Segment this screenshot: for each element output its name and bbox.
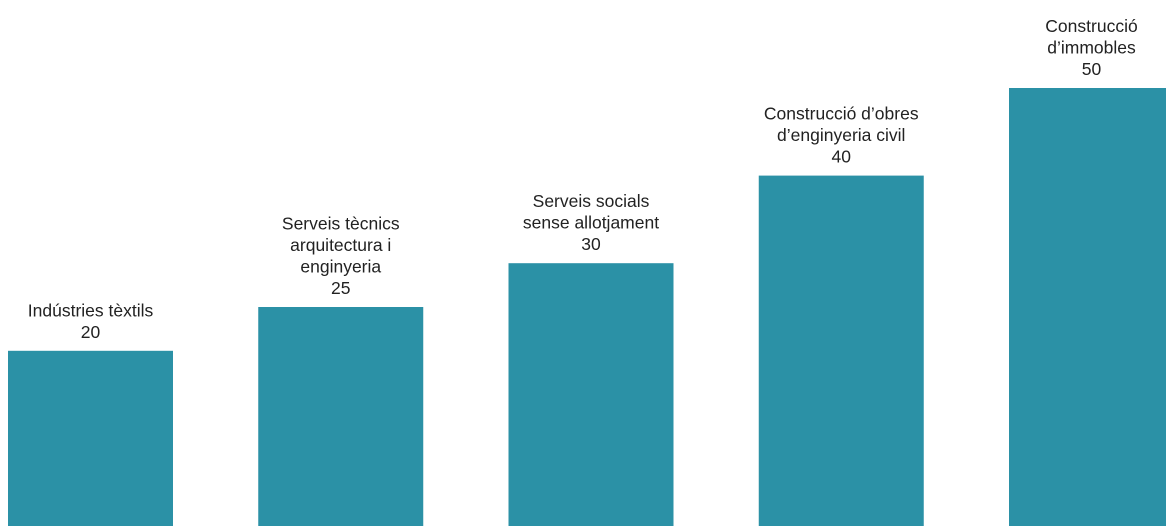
bar-0 [8,350,173,526]
category-label-4-line-0: Construcció [1045,16,1137,36]
category-label-3-line-1: d’enginyeria civil [777,125,905,145]
bar-value-label-4: 50 [1082,59,1102,79]
category-label-1-line-1: arquitectura i [290,235,391,255]
category-label-2-line-1: sense allotjament [523,213,659,233]
category-label-1-line-2: enginyeria [300,257,381,277]
bar-value-label-1: 25 [331,278,350,298]
category-label-4-line-1: d’immobles [1047,38,1136,58]
bar-value-label-2: 30 [581,234,601,254]
category-label-2-line-0: Serveis socials [533,191,650,211]
bar-4 [1009,88,1166,526]
bar-2 [508,263,674,526]
bar-value-label-3: 40 [832,147,852,167]
category-label-0-line-0: Indústries tèxtils [28,300,154,320]
category-label-1-line-0: Serveis tècnics [282,214,400,234]
category-label-3-line-0: Construcció d’obres [764,104,919,124]
bar-1 [258,307,424,526]
bar-value-label-0: 20 [81,322,101,342]
bars-group [8,88,1166,526]
bar-3 [758,175,924,526]
